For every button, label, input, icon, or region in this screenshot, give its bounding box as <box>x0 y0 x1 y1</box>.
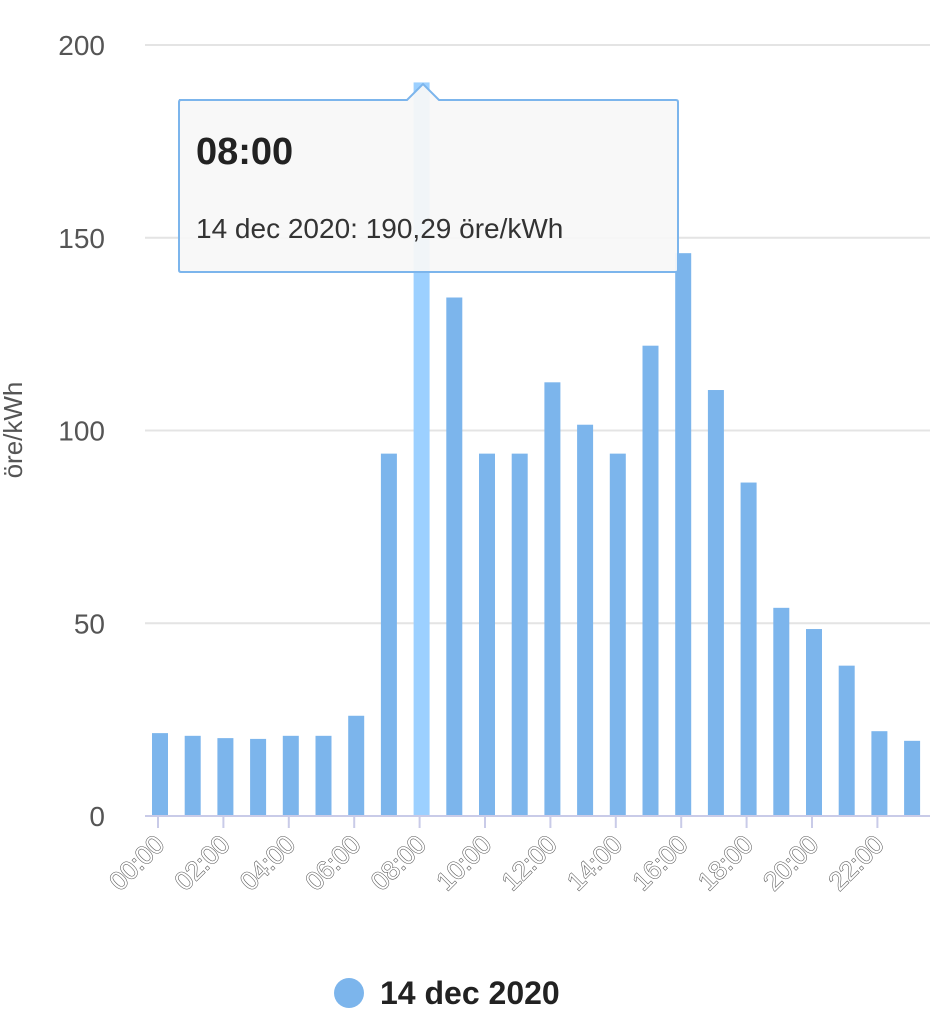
x-tick-label: 16:00 <box>626 829 693 896</box>
bar[interactable] <box>577 424 594 816</box>
bar[interactable] <box>348 715 365 816</box>
y-axis-label: öre/kWh <box>0 382 28 479</box>
tooltip-box <box>178 82 679 273</box>
bar[interactable] <box>707 390 724 816</box>
legend-label: 14 dec 2020 <box>380 975 560 1011</box>
bar[interactable] <box>282 735 299 816</box>
x-tick-label: 04:00 <box>234 829 301 896</box>
bar[interactable] <box>217 738 234 816</box>
bar[interactable] <box>184 735 201 816</box>
bar[interactable] <box>871 731 888 816</box>
x-tick-label: 12:00 <box>495 829 562 896</box>
x-tick-label: 10:00 <box>430 829 497 896</box>
bar[interactable] <box>479 453 495 816</box>
x-axis-ticks: 00:0002:0004:0006:0008:0010:0012:0014:00… <box>102 816 890 897</box>
x-tick-label: 18:00 <box>692 829 759 896</box>
y-axis-ticks: 0 50 100 150 200 <box>58 30 105 832</box>
legend-marker <box>334 978 364 1008</box>
tooltip: 08:00 14 dec 2020: 190,29 öre/kWh <box>178 82 679 273</box>
x-tick-label: 20:00 <box>757 829 824 896</box>
bar[interactable] <box>806 629 822 816</box>
legend[interactable]: 14 dec 2020 <box>334 975 560 1011</box>
x-tick-label: 00:00 <box>103 829 170 896</box>
bar[interactable] <box>380 453 397 816</box>
bar[interactable] <box>904 740 921 816</box>
y-tick-label: 200 <box>58 30 105 61</box>
bar[interactable] <box>773 607 790 816</box>
x-tick-label: 14:00 <box>561 829 628 896</box>
y-tick-label: 100 <box>58 416 105 447</box>
tooltip-title: 08:00 <box>196 131 293 173</box>
x-tick-label: 08:00 <box>365 829 432 896</box>
bar[interactable] <box>250 738 267 816</box>
bar[interactable] <box>740 482 757 816</box>
x-tick-label: 02:00 <box>168 829 235 896</box>
x-tick-label: 06:00 <box>299 829 366 896</box>
bar[interactable] <box>544 382 561 816</box>
y-tick-label: 50 <box>74 608 105 639</box>
bar[interactable] <box>446 297 463 816</box>
bar[interactable] <box>838 665 855 816</box>
bar[interactable] <box>152 733 168 816</box>
tooltip-body: 14 dec 2020: 190,29 öre/kWh <box>196 213 563 244</box>
bar[interactable] <box>315 735 332 816</box>
bars <box>152 82 921 817</box>
y-tick-label: 0 <box>89 801 105 832</box>
bar[interactable] <box>511 453 528 816</box>
x-tick-label: 22:00 <box>822 829 889 896</box>
bar[interactable] <box>609 453 626 816</box>
bar[interactable] <box>675 253 692 817</box>
y-tick-label: 150 <box>58 223 105 254</box>
bar[interactable] <box>642 345 659 816</box>
